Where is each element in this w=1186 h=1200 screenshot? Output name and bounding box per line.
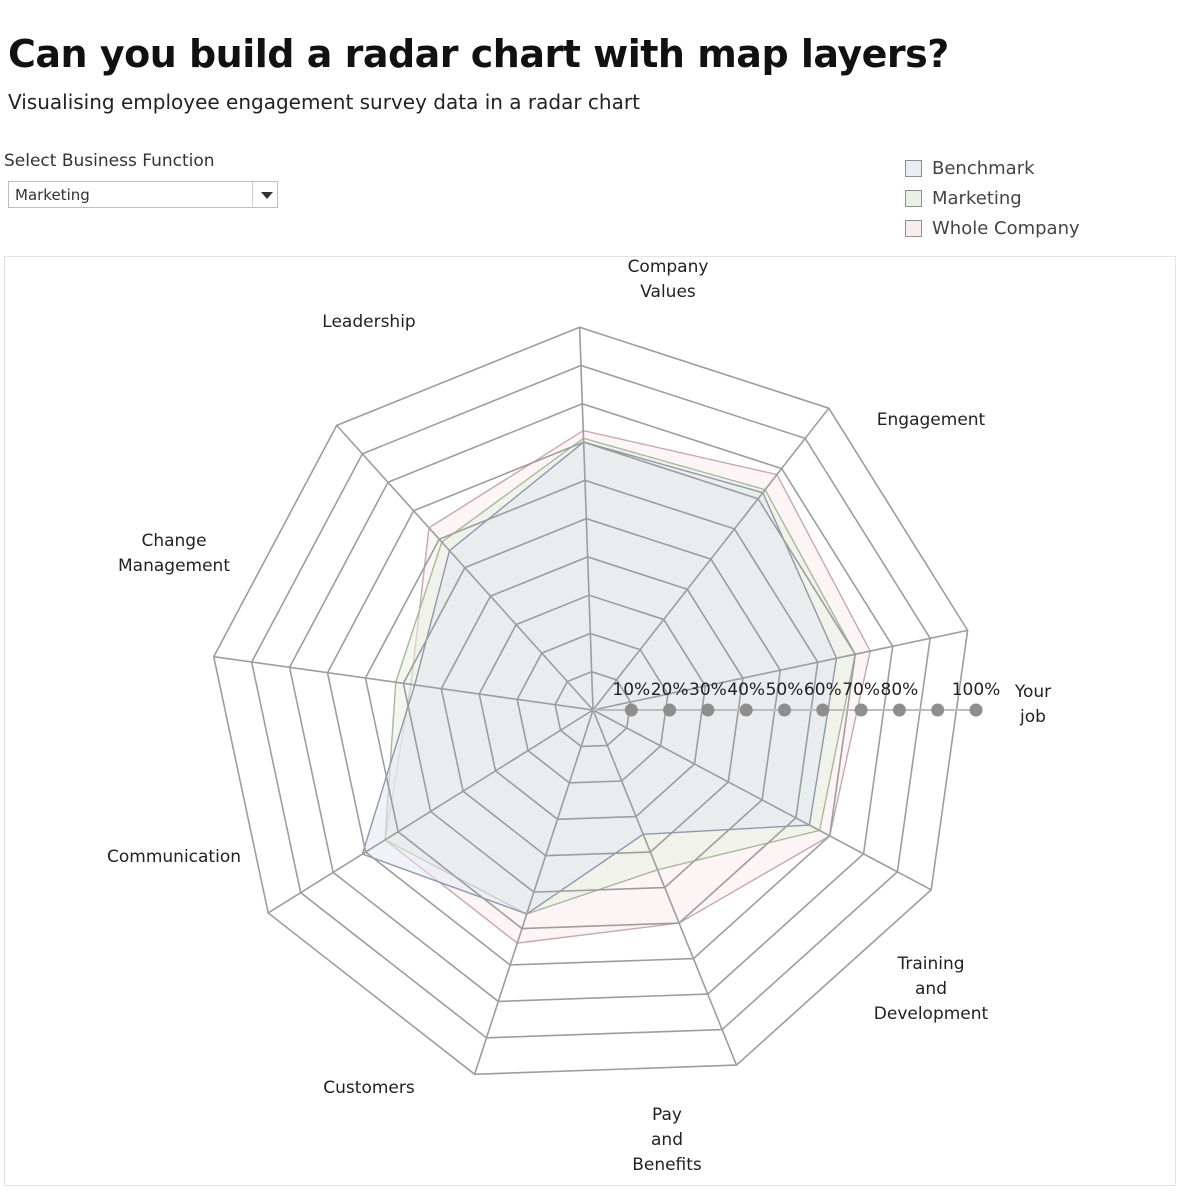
- scale-marker-70: [854, 703, 868, 717]
- legend-label-marketing: Marketing: [932, 187, 1022, 209]
- business-function-select[interactable]: Marketing: [8, 181, 278, 208]
- spoke-engagement: [592, 407, 830, 711]
- scale-marker-20: [663, 703, 677, 717]
- scale-marker-40: [739, 703, 753, 717]
- spoke-company-values: [578, 327, 594, 711]
- axis-label-leadership: Leadership: [322, 312, 415, 332]
- legend-swatch-benchmark: [905, 159, 922, 177]
- scale-tick-label-50: 50%: [766, 680, 804, 700]
- spoke-training-and-development: [592, 709, 932, 891]
- grid-ring-40: [440, 556, 744, 857]
- grid-ring-100: [212, 326, 969, 1076]
- scale-tick-label-80: 80%: [881, 680, 919, 700]
- grid-ring-70: [326, 441, 857, 966]
- scale-tick-label-100: 100%: [952, 680, 1001, 700]
- axis-label-customers: Customers: [323, 1078, 415, 1098]
- legend-item-whole-company[interactable]: Whole Company: [905, 213, 1080, 243]
- spoke-your-job: [592, 629, 968, 711]
- legend-item-marketing[interactable]: Marketing: [905, 183, 1080, 213]
- axis-label-pay-and-benefits: Pay and Benefits: [632, 1105, 702, 1175]
- spoke-communication: [267, 709, 594, 914]
- grid-ring-20: [516, 632, 669, 784]
- legend-item-benchmark[interactable]: Benchmark: [905, 153, 1080, 183]
- chevron-down-icon[interactable]: [261, 192, 273, 199]
- dropdown-divider: [252, 182, 253, 207]
- page-subtitle: Visualising employee engagement survey d…: [8, 90, 640, 114]
- axis-label-change-management: Change Management: [118, 531, 230, 576]
- scale-marker-60: [816, 703, 830, 717]
- scale-tick-label-30: 30%: [689, 680, 727, 700]
- legend-swatch-whole-company: [905, 219, 922, 237]
- chart-frame: [4, 256, 1176, 1186]
- grid-ring-90: [250, 364, 932, 1039]
- scale-tick-label-20: 20%: [651, 680, 689, 700]
- scale-marker-100: [969, 703, 983, 717]
- grid-ring-50: [402, 517, 782, 893]
- legend: Benchmark Marketing Whole Company: [905, 153, 1080, 243]
- page-title: Can you build a radar chart with map lay…: [8, 32, 949, 76]
- scale-marker-80: [892, 703, 906, 717]
- grid-ring-80: [288, 402, 894, 1003]
- spoke-leadership: [336, 424, 594, 711]
- spoke-change-management: [213, 655, 594, 711]
- series-benchmark-area: [361, 441, 838, 915]
- legend-swatch-marketing: [905, 189, 922, 207]
- axis-label-your-job: Your job: [1014, 682, 1051, 727]
- axis-label-communication: Communication: [107, 847, 241, 867]
- grid-ring-60: [364, 479, 819, 930]
- scale-tick-label-70: 70%: [842, 680, 880, 700]
- scale-tick-label-10: 10%: [612, 680, 650, 700]
- spoke-customers: [473, 709, 594, 1075]
- scale-marker-10: [624, 703, 638, 717]
- spoke-pay-and-benefits: [592, 709, 738, 1066]
- scale-marker-30: [701, 703, 715, 717]
- business-function-selected-value: Marketing: [15, 186, 90, 204]
- axis-label-training-and-development: Training and Development: [874, 954, 989, 1024]
- scale-marker-50: [778, 703, 791, 717]
- scale-marker-90: [931, 703, 945, 717]
- scale-tick-label-40: 40%: [727, 680, 765, 700]
- legend-label-benchmark: Benchmark: [932, 157, 1035, 179]
- grid-ring-10: [554, 670, 632, 748]
- legend-label-whole-company: Whole Company: [932, 217, 1080, 239]
- axis-label-engagement: Engagement: [877, 410, 986, 430]
- grid-ring-30: [478, 594, 707, 821]
- filter-label: Select Business Function: [4, 151, 215, 171]
- axis-label-company-values: Company Values: [628, 257, 709, 302]
- scale-tick-label-60: 60%: [804, 680, 842, 700]
